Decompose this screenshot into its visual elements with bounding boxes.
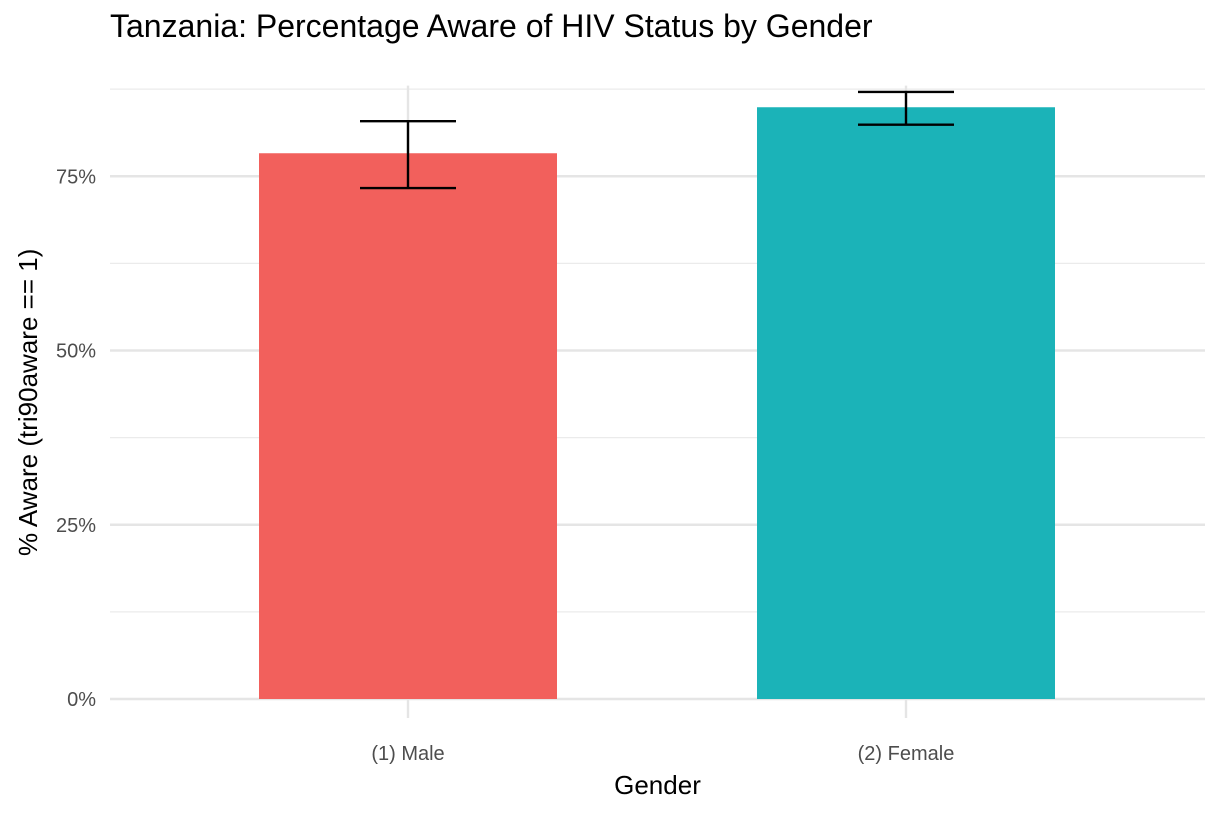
x-axis-title: Gender	[614, 770, 701, 800]
y-axis-title: % Aware (tri90aware == 1)	[13, 249, 43, 556]
bar	[259, 153, 557, 699]
y-tick-label: 25%	[56, 515, 96, 537]
x-tick-label: (1) Male	[371, 743, 444, 765]
bar	[757, 107, 1055, 699]
y-tick-label: 0%	[67, 689, 96, 711]
chart-title: Tanzania: Percentage Aware of HIV Status…	[110, 8, 873, 44]
y-tick-label: 50%	[56, 341, 96, 363]
y-tick-label: 75%	[56, 166, 96, 188]
x-tick-label: (2) Female	[858, 743, 955, 765]
